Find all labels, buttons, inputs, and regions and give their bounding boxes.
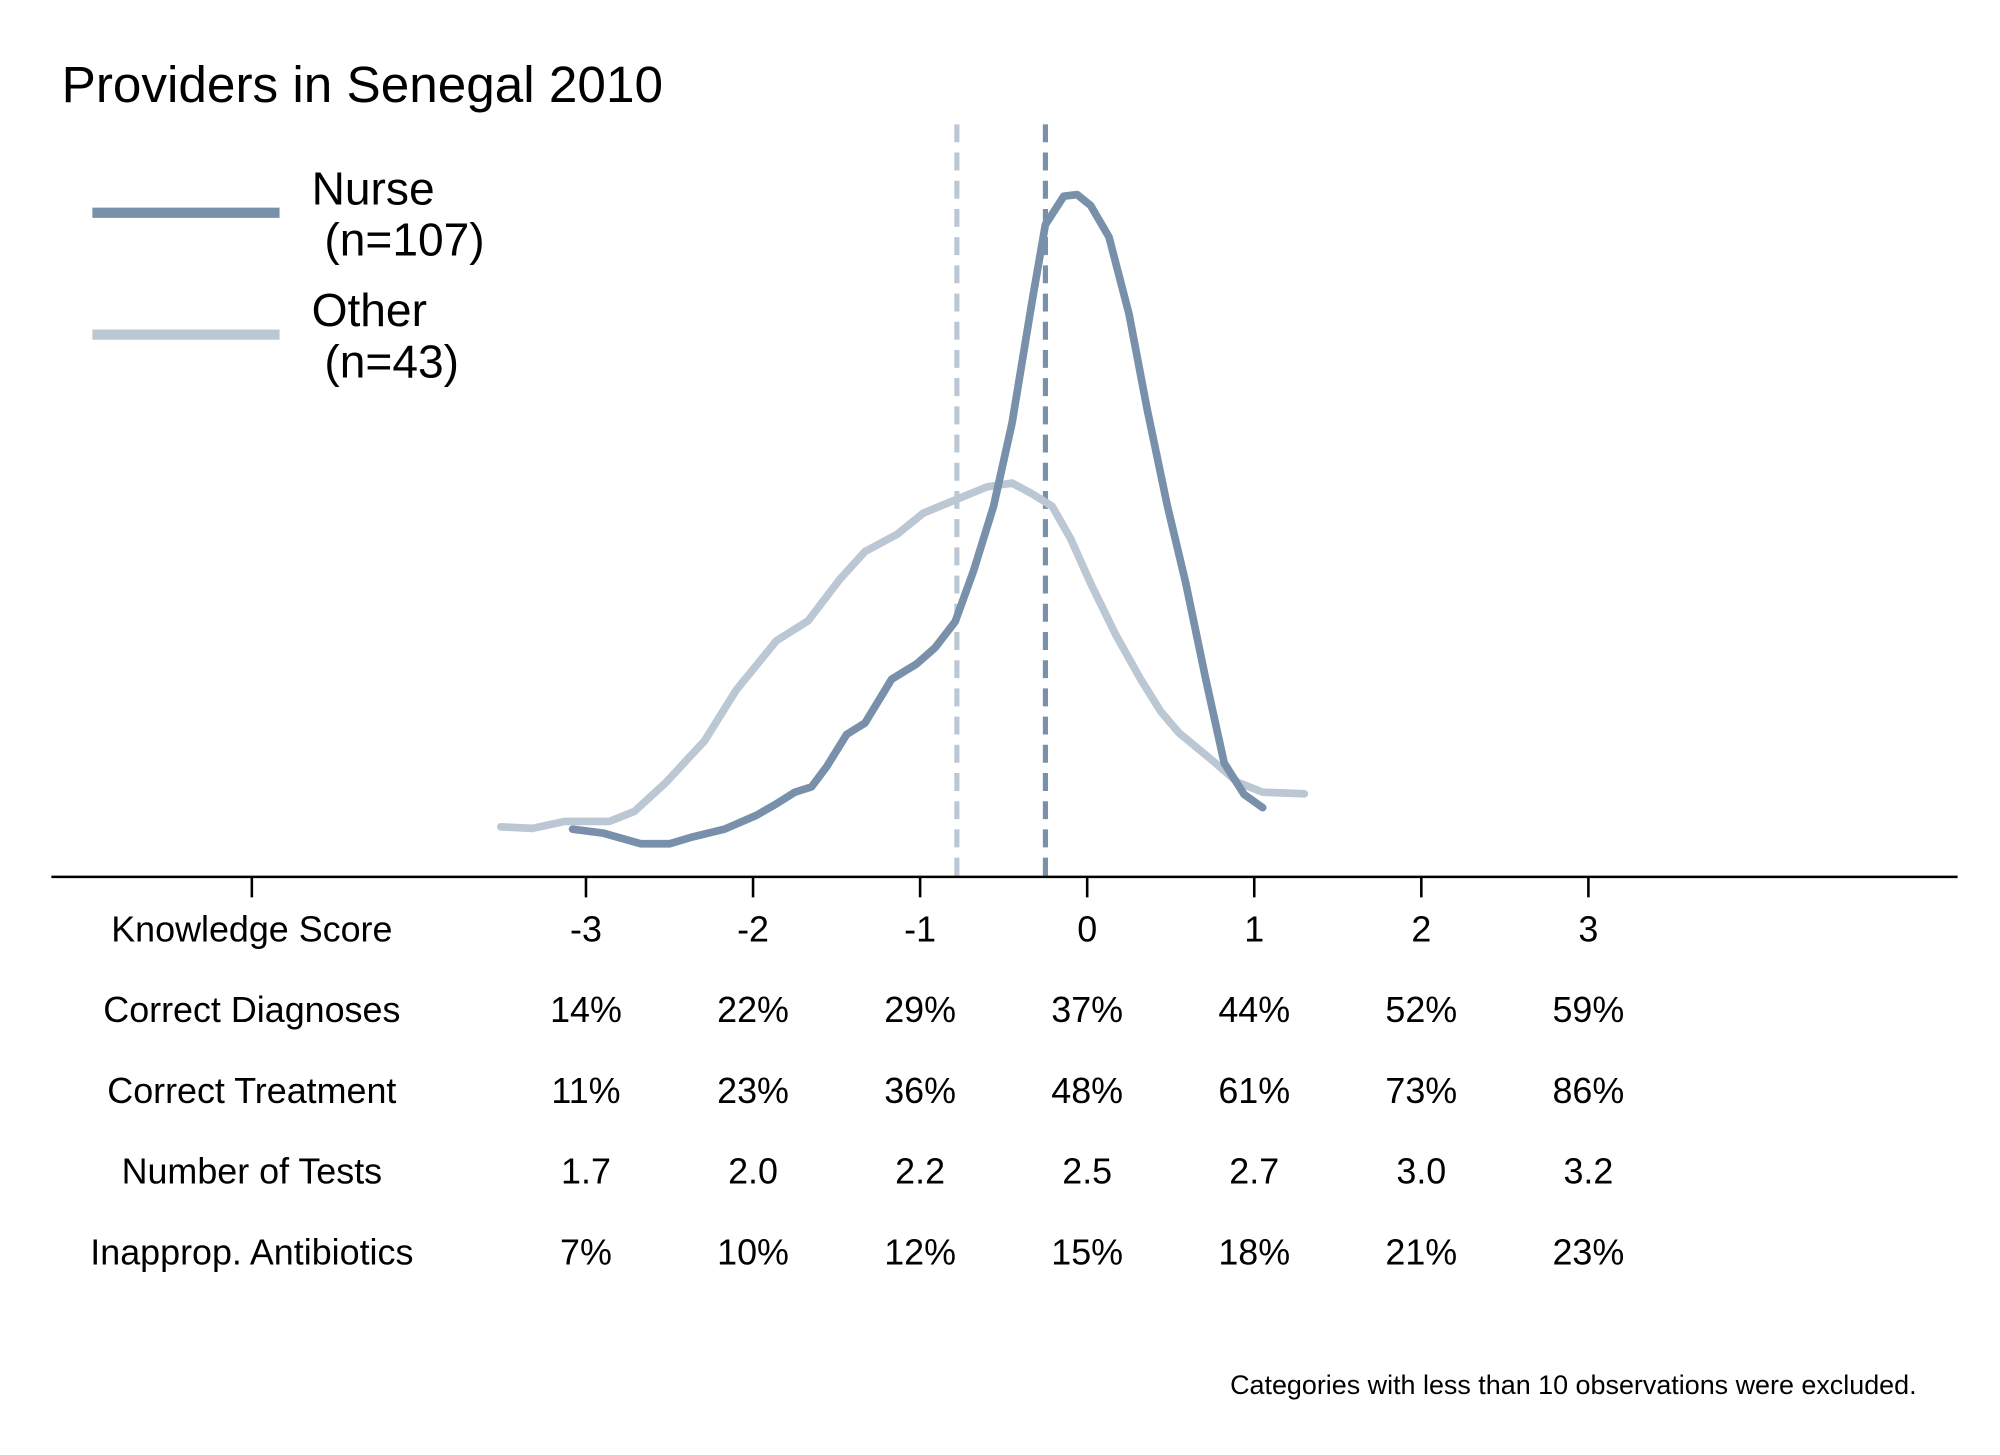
x-tick-label: 1 [1244,909,1264,949]
row-label: Inapprop. Antibiotics [90,1233,413,1273]
legend-label: Other (n=43) [312,284,459,387]
table-cell: 3.2 [1563,1152,1613,1192]
x-tick-label: -1 [904,909,936,949]
table-cell: 11% [551,1071,620,1111]
table-cell: 18% [1218,1233,1290,1273]
x-tick-label: 3 [1578,909,1598,949]
density-line [568,190,1267,848]
table-cell: 2.0 [728,1152,778,1192]
table-cell: 21% [1385,1233,1457,1273]
legend-label-line: (n=43) [312,336,459,388]
table-cell: 22% [717,990,789,1030]
table-cell: 37% [1051,990,1123,1030]
table-cell: 23% [1552,1233,1624,1273]
table-cell: 23% [717,1071,789,1111]
table-cell: 29% [884,990,956,1030]
x-tick-label: -2 [737,909,769,949]
row-label: Correct Treatment [107,1071,396,1111]
table-cell: 44% [1218,990,1290,1030]
x-tick-label: -3 [570,909,602,949]
table-cell: 59% [1552,990,1624,1030]
table-cell: 61% [1218,1071,1290,1111]
table-cell: 2.2 [895,1152,945,1192]
row-label: Correct Diagnoses [103,990,400,1030]
legend-label-line: (n=107) [312,214,485,266]
table-cell: 2.7 [1229,1152,1279,1192]
chart-title: Providers in Senegal 2010 [62,56,663,113]
table-cell: 10% [717,1233,789,1273]
table-cell: 48% [1051,1071,1123,1111]
table-cell: 1.7 [561,1152,611,1192]
legend-label-line: Other [312,284,427,336]
table-cell: 2.5 [1062,1152,1112,1192]
table-cell: 86% [1552,1071,1624,1111]
table-cell: 36% [884,1071,956,1111]
table-cell: 52% [1385,990,1457,1030]
table-cell: 12% [884,1233,956,1273]
chart-note: Categories with less than 10 observation… [1230,1370,1917,1400]
table-cell: 73% [1385,1071,1457,1111]
legend-label-line: Nurse [312,162,435,214]
density-line [496,479,1309,833]
x-tick-label: 2 [1411,909,1431,949]
x-tick-label: Knowledge Score [111,909,392,949]
table-cell: 14% [550,990,622,1030]
legend-label: Nurse (n=107) [312,162,485,265]
x-tick-label: 0 [1077,909,1097,949]
table-cell: 7% [560,1233,612,1273]
row-label: Number of Tests [122,1152,383,1192]
table-cell: 3.0 [1396,1152,1446,1192]
table-cell: 15% [1051,1233,1123,1273]
